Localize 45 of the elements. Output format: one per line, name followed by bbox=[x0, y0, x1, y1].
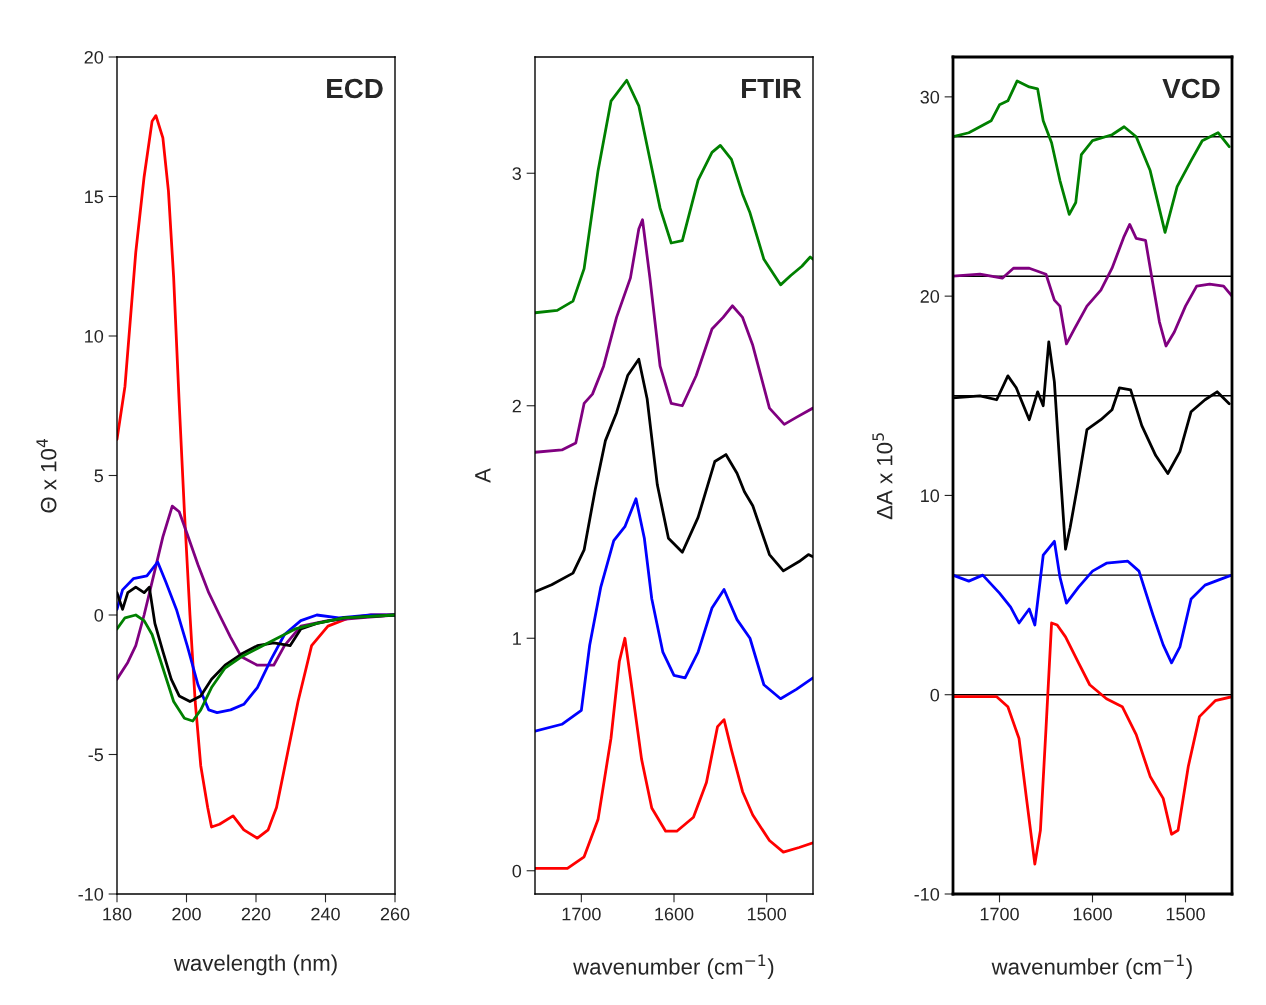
y-tick-label: 5 bbox=[94, 469, 104, 483]
y-tick-label: 30 bbox=[920, 90, 940, 104]
x-tick-label: 1700 bbox=[562, 907, 601, 921]
y-tick-label: -10 bbox=[78, 887, 104, 901]
x-axis-title: wavenumber (cm$^{−1}$) bbox=[573, 954, 774, 980]
y-tick-label: 1 bbox=[513, 632, 521, 645]
y-tick-label: 2 bbox=[512, 399, 521, 413]
y-tick-label: 3 bbox=[512, 167, 522, 180]
line-series bbox=[535, 497, 813, 733]
x-tick-label: 260 bbox=[380, 907, 410, 921]
y-tick-label: 0 bbox=[94, 608, 104, 622]
line-series bbox=[535, 218, 813, 454]
line-series bbox=[117, 613, 395, 723]
x-tick-label: 1600 bbox=[655, 907, 694, 921]
x-tick-label: 1600 bbox=[1073, 907, 1112, 921]
line-series bbox=[953, 539, 1232, 665]
x-axis-title: wavenumber (cm$^{−1}$) bbox=[991, 954, 1192, 980]
y-tick-label: -10 bbox=[914, 887, 940, 901]
y-tick-label: 0 bbox=[930, 688, 940, 702]
x-tick-label: 200 bbox=[172, 907, 201, 921]
y-axis-title: ΔA x 10$^{5}$ bbox=[872, 433, 893, 520]
text: ECD bbox=[327, 78, 383, 99]
x-tick-label: 220 bbox=[241, 907, 271, 921]
y-tick-label: 0 bbox=[512, 864, 522, 878]
x-tick-label: 240 bbox=[311, 907, 340, 921]
line-series bbox=[953, 621, 1232, 866]
text: VCD bbox=[1162, 78, 1220, 99]
x-tick-label: 1500 bbox=[747, 907, 787, 921]
x-axis-title: wavelength (nm) bbox=[173, 954, 337, 976]
x-tick-label: 1500 bbox=[1166, 907, 1205, 921]
line-series bbox=[953, 79, 1231, 234]
y-tick-label: 10 bbox=[85, 329, 104, 343]
x-tick-label: 1700 bbox=[980, 907, 1019, 921]
line-series bbox=[535, 78, 813, 315]
line-series bbox=[535, 636, 813, 870]
y-tick-label: 10 bbox=[921, 489, 940, 503]
text: FTIR bbox=[742, 78, 802, 99]
y-tick-label: 20 bbox=[920, 290, 940, 303]
line-series bbox=[953, 223, 1232, 348]
y-tick-label: -5 bbox=[88, 748, 104, 762]
y-tick-label: 20 bbox=[84, 50, 104, 64]
y-axis-title: A bbox=[475, 468, 491, 483]
y-axis-title: Θ x 10$^{4}$ bbox=[36, 438, 57, 513]
x-tick-label: 180 bbox=[103, 907, 132, 921]
y-tick-label: 15 bbox=[85, 190, 104, 204]
